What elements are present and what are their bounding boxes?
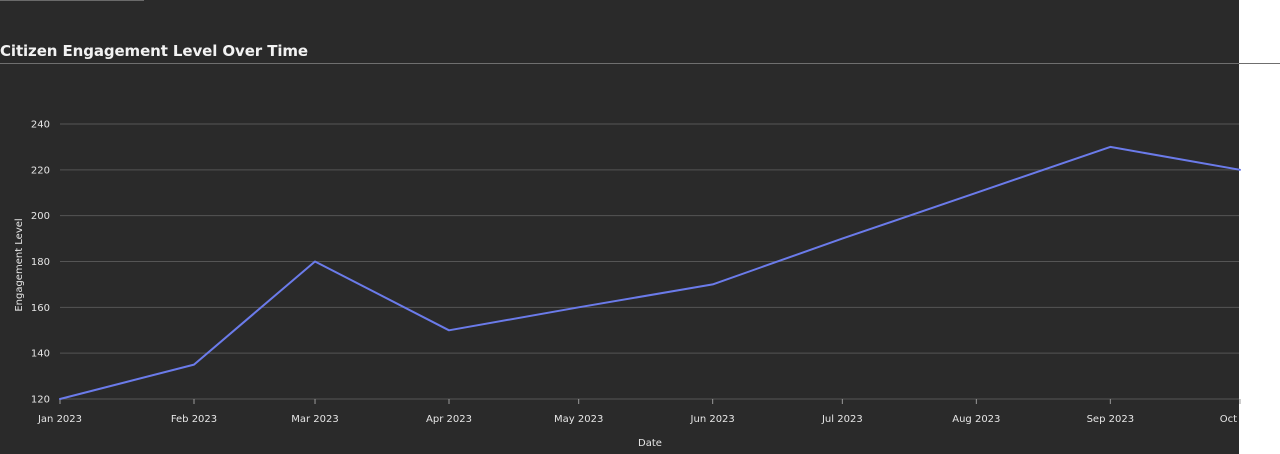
- grid-lines: [60, 123, 1239, 400]
- x-tick-label: Apr 2023: [426, 414, 472, 425]
- series-line: [59, 145, 1241, 400]
- x-tick-label: May 2023: [554, 414, 603, 425]
- y-tick-label: 240: [31, 120, 50, 131]
- y-tick-label: 180: [31, 257, 50, 268]
- x-axis-title: Date: [638, 438, 662, 449]
- x-tick-label: Feb 2023: [171, 414, 217, 425]
- x-tick-label: Jun 2023: [690, 414, 735, 425]
- x-tick-label: Jan 2023: [37, 414, 82, 425]
- x-tick-label: Oct: [1220, 414, 1237, 425]
- y-axis-title: Engagement Level: [14, 218, 25, 311]
- top-divider-stub: [0, 0, 144, 1]
- title-divider: [0, 63, 1280, 64]
- y-axis-ticks: 120 140 160 180 200 220 240: [31, 120, 50, 406]
- y-tick-label: 160: [31, 303, 50, 314]
- chart-title: Citizen Engagement Level Over Time: [0, 42, 308, 60]
- x-tick-label: Mar 2023: [291, 414, 339, 425]
- chart-panel: [0, 0, 1239, 454]
- x-tick-label: Sep 2023: [1087, 414, 1134, 425]
- y-tick-label: 200: [31, 211, 50, 222]
- x-axis-ticks: Jan 2023 Feb 2023 Mar 2023 Apr 2023 May 2023…: [37, 399, 1241, 425]
- y-tick-label: 120: [31, 395, 50, 406]
- y-tick-label: 140: [31, 349, 50, 360]
- y-tick-label: 220: [31, 165, 50, 176]
- series-layer: [59, 145, 1241, 400]
- x-tick-label: Jul 2023: [821, 414, 863, 425]
- x-tick-label: Aug 2023: [952, 414, 1000, 425]
